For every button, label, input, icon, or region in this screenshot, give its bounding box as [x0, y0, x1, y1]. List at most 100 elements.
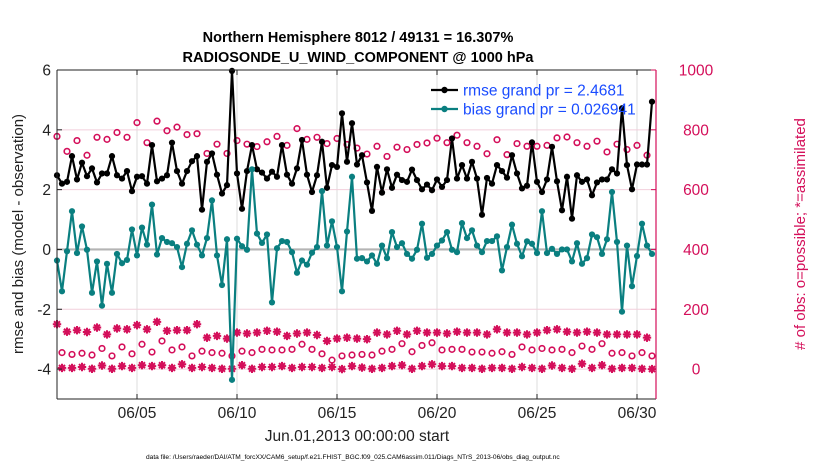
bias-point	[628, 283, 636, 290]
assimilated-point	[397, 361, 407, 370]
bias-point	[283, 238, 291, 246]
bias-point	[423, 254, 431, 261]
possible-point	[443, 139, 451, 147]
possible-point	[238, 347, 246, 355]
possible-point	[243, 140, 251, 148]
bias-point	[498, 267, 506, 274]
x-tick-label: 06/20	[418, 405, 457, 422]
assimilated-point	[612, 330, 622, 339]
bias-point	[293, 269, 301, 276]
possible-point	[83, 151, 91, 159]
possible-point	[103, 135, 111, 143]
assimilated-point	[357, 363, 367, 372]
rmse-point	[148, 141, 156, 149]
assimilated-point	[502, 328, 512, 337]
possible-point	[388, 345, 396, 353]
rmse-point	[573, 172, 581, 179]
assimilated-point	[472, 328, 482, 337]
rmse-point	[398, 176, 406, 184]
assimilated-point	[382, 330, 392, 339]
bias-point	[393, 243, 401, 251]
bias-point	[203, 234, 211, 242]
legend-rmse-label: rmse grand pr = 2.4681	[463, 83, 625, 100]
possible-point	[148, 348, 156, 356]
rmse-point	[498, 167, 506, 175]
bias-point	[358, 255, 366, 262]
rmse-point	[268, 168, 276, 175]
bias-point	[313, 243, 321, 251]
bias-point	[133, 252, 141, 259]
rmse-point	[593, 179, 601, 186]
x-tick-label: 06/05	[118, 405, 157, 422]
possible-point	[113, 128, 121, 137]
rmse-point	[73, 176, 81, 183]
possible-point	[633, 141, 641, 149]
assimilated-point	[112, 324, 122, 333]
rmse-point	[438, 183, 446, 191]
possible-point	[358, 350, 366, 359]
assimilated-point	[387, 361, 397, 371]
bias-point	[153, 251, 161, 258]
rmse-point	[648, 98, 656, 105]
assimilated-point	[162, 326, 172, 336]
possible-point	[373, 142, 381, 150]
bias-point	[478, 249, 486, 256]
rmse-point	[588, 192, 596, 199]
rmse-point	[563, 173, 571, 180]
assimilated-point	[467, 363, 477, 373]
bias-point	[613, 238, 621, 246]
rmse-point	[553, 178, 561, 185]
assimilated-point	[582, 327, 592, 336]
possible-point	[328, 356, 336, 364]
possible-point	[398, 340, 406, 348]
assimilated-point	[552, 325, 562, 334]
assimilated-point	[402, 330, 412, 339]
rmse-point	[293, 165, 301, 172]
possible-point	[143, 139, 151, 147]
bias-point	[233, 235, 241, 242]
rmse-point	[488, 180, 496, 187]
bias-point	[218, 281, 226, 289]
possible-point	[588, 345, 596, 353]
possible-point	[363, 150, 371, 158]
bias-point	[268, 299, 276, 306]
rmse-point	[238, 205, 246, 212]
bias-point	[168, 240, 176, 247]
chart-title-line-1: Northern Hemisphere 8012 / 49131 = 16.30…	[203, 30, 514, 46]
bias-point	[643, 242, 651, 249]
bias-point	[588, 231, 596, 238]
possible-point	[583, 142, 591, 150]
rmse-point	[118, 175, 126, 182]
bias-point	[88, 289, 96, 296]
rmse-point	[78, 159, 86, 166]
axes: 06/05 06/10 06/15 06/20 06/25 06/30 -4 -2 0 2 4 6 0 2…	[37, 63, 713, 423]
bias-point	[443, 229, 451, 236]
bias-point	[598, 250, 606, 258]
assimilated-point	[287, 363, 297, 373]
assimilated-point	[507, 364, 517, 373]
rmse-point	[163, 172, 171, 179]
bias-point	[508, 221, 516, 228]
possible-point	[393, 143, 401, 151]
bias-point	[183, 240, 191, 247]
possible-point	[128, 350, 136, 358]
rmse-point	[638, 161, 646, 168]
assimilated-point	[77, 362, 87, 372]
possible-point	[338, 352, 346, 360]
assimilated-point	[537, 364, 547, 373]
assimilated-point	[132, 320, 142, 330]
possible-point	[533, 142, 541, 150]
assimilated-point	[617, 363, 627, 373]
rmse-point	[138, 173, 146, 180]
rmse-point	[448, 135, 456, 142]
possible-point	[73, 136, 81, 145]
possible-point	[233, 136, 241, 145]
bias-point	[308, 249, 316, 256]
rmse-point	[363, 179, 371, 186]
bias-point	[543, 249, 551, 257]
possible-point	[448, 345, 456, 353]
bias-point	[333, 243, 341, 251]
assimilated-point	[517, 362, 527, 372]
bias-point	[58, 288, 66, 295]
assimilated-point	[67, 363, 77, 373]
